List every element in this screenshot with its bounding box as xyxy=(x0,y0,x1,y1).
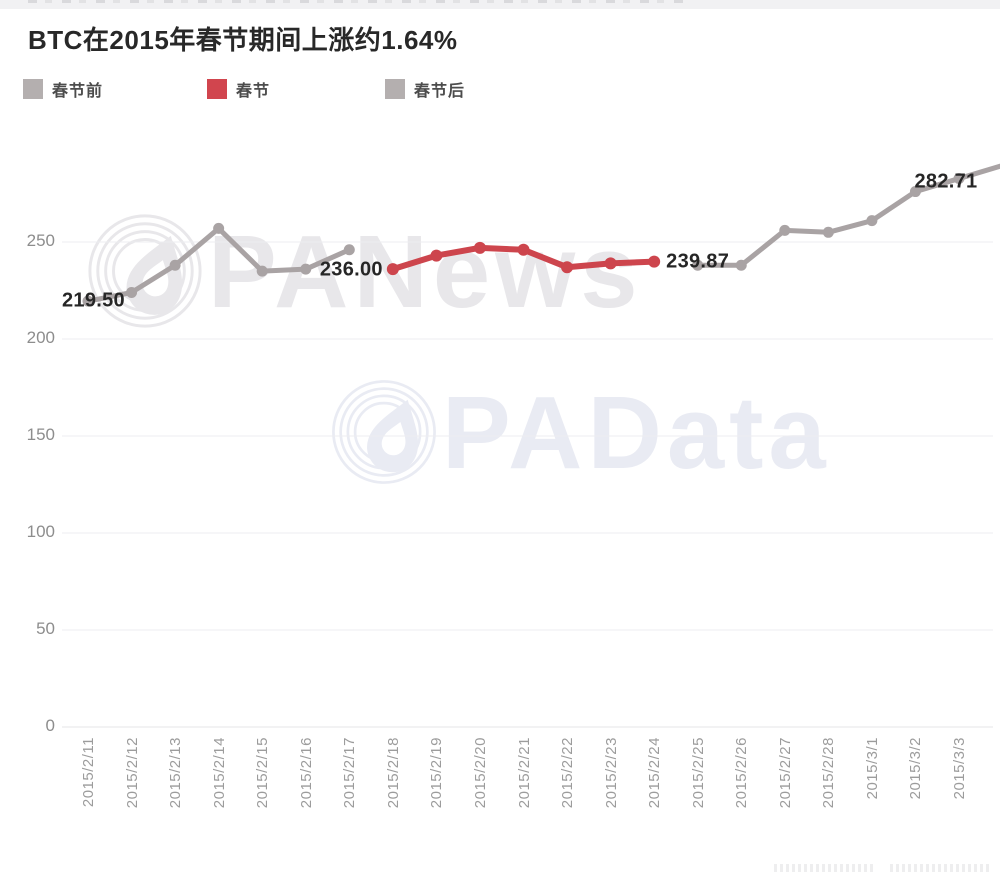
chart-title: BTC在2015年春节期间上涨约1.64% xyxy=(28,25,458,55)
data-point-post-festival xyxy=(692,259,704,271)
data-point-festival xyxy=(386,263,399,276)
legend-item-post-festival: 春节后 xyxy=(385,77,465,101)
data-point-post-festival xyxy=(735,259,747,271)
legend-swatch-red xyxy=(207,79,227,99)
legend-item-festival: 春节 xyxy=(207,77,270,101)
legend-label: 春节前 xyxy=(52,83,104,100)
data-point-festival xyxy=(648,255,661,268)
data-point-festival xyxy=(517,243,530,256)
data-point-festival xyxy=(561,261,574,274)
data-point-pre-festival xyxy=(343,244,355,256)
legend-swatch-gray xyxy=(23,79,43,99)
data-point-festival xyxy=(430,249,443,262)
cropped-top-strip xyxy=(0,0,1000,9)
legend-label: 春节 xyxy=(236,83,271,100)
series-line-post-festival xyxy=(695,163,1000,268)
data-point-post-festival xyxy=(779,224,791,236)
legend-label: 春节后 xyxy=(414,83,466,100)
data-point-pre-festival xyxy=(169,259,181,271)
data-point-festival xyxy=(473,241,486,254)
data-point-pre-festival xyxy=(213,222,225,234)
data-point-post-festival xyxy=(866,215,878,227)
legend-item-pre-festival: 春节前 xyxy=(23,77,103,101)
illegible-footnote xyxy=(774,864,992,872)
data-point-post-festival xyxy=(822,226,834,238)
legend: 春节前 春节 春节后 xyxy=(0,77,1000,101)
data-point-post-festival xyxy=(953,173,965,185)
data-point-pre-festival xyxy=(256,265,268,277)
data-point-post-festival xyxy=(909,186,921,198)
data-point-pre-festival xyxy=(82,295,94,307)
legend-swatch-gray xyxy=(385,79,405,99)
data-point-pre-festival xyxy=(300,263,312,275)
data-point-pre-festival xyxy=(126,286,138,298)
data-point-festival xyxy=(604,257,617,270)
